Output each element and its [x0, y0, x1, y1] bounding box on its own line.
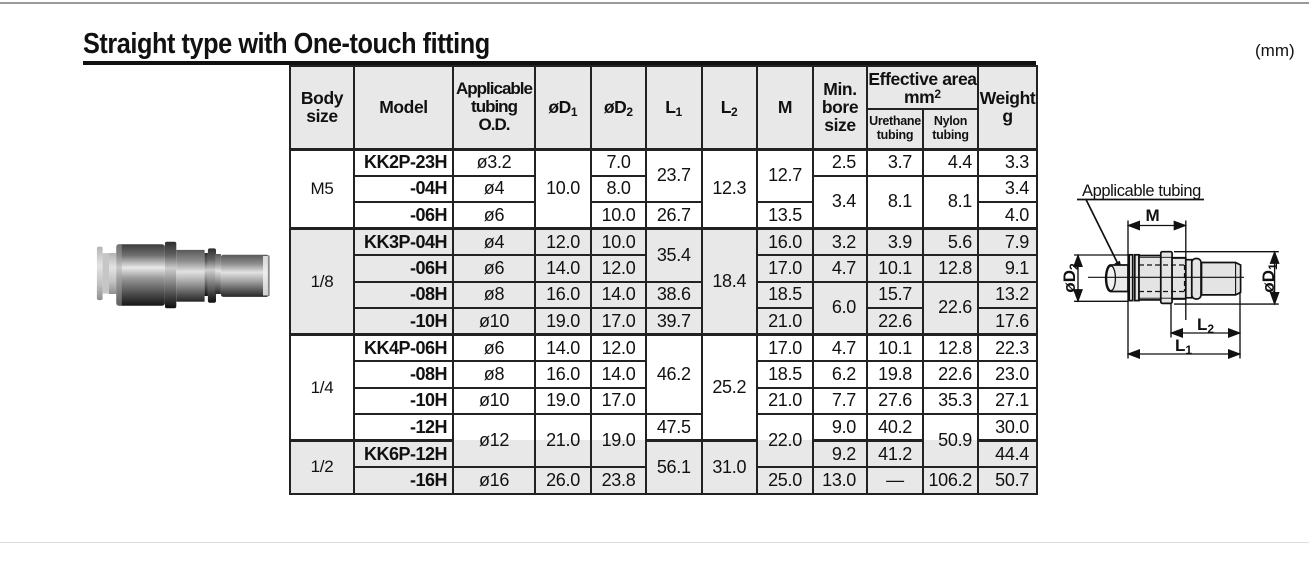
svg-text:øD2: øD2	[1060, 263, 1081, 293]
svg-text:Applicable tubing: Applicable tubing	[1082, 182, 1201, 200]
svg-text:øD1: øD1	[1259, 263, 1280, 293]
svg-text:L1: L1	[1175, 336, 1192, 357]
svg-text:M: M	[1146, 206, 1160, 225]
svg-text:L2: L2	[1197, 315, 1214, 336]
